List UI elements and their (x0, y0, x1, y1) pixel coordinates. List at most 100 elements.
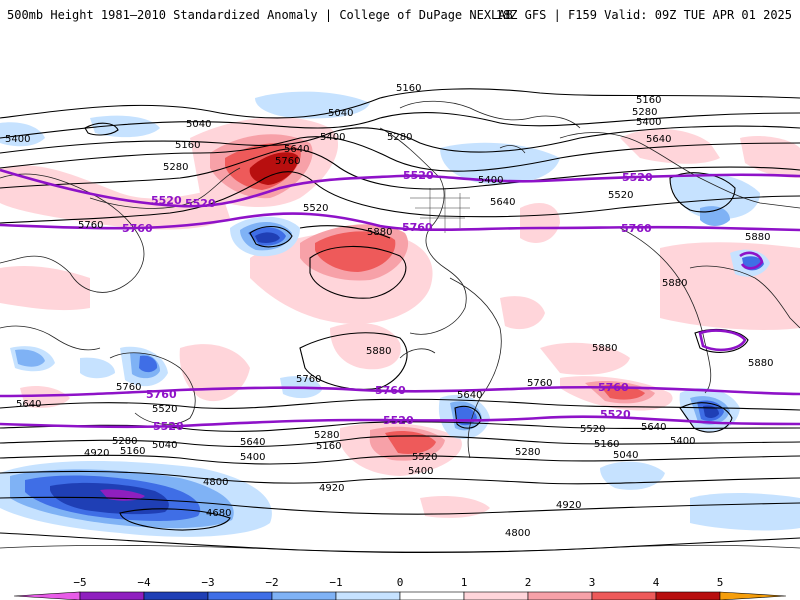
svg-text:5880: 5880 (662, 278, 687, 289)
positive-anomaly-shading (0, 117, 800, 518)
svg-text:5640: 5640 (646, 134, 671, 145)
svg-text:5280: 5280 (163, 162, 188, 173)
svg-text:5400: 5400 (240, 452, 265, 463)
svg-text:5280: 5280 (632, 107, 657, 118)
svg-text:5760: 5760 (116, 382, 141, 393)
colorbar-tick-label: −5 (73, 576, 87, 589)
svg-text:4920: 4920 (84, 448, 109, 459)
reference-contours (0, 168, 800, 429)
contour-labels: 5160 5040 5400 5160 5280 5640 5760 5400 … (5, 83, 773, 539)
colorbar-strip (13, 591, 787, 600)
svg-text:5400: 5400 (636, 117, 661, 128)
svg-text:5760: 5760 (296, 374, 321, 385)
colorbar-segment (655, 591, 721, 600)
anomaly-map[interactable]: 5160 5040 5400 5160 5280 5640 5760 5400 … (0, 28, 800, 558)
svg-text:5280: 5280 (515, 447, 540, 458)
svg-text:5760: 5760 (527, 378, 552, 389)
svg-text:5160: 5160 (396, 83, 421, 94)
svg-text:5400: 5400 (320, 132, 345, 143)
svg-text:5280: 5280 (314, 430, 339, 441)
svg-text:5400: 5400 (478, 175, 503, 186)
svg-text:5520: 5520 (608, 190, 633, 201)
svg-text:5640: 5640 (284, 144, 309, 155)
svg-text:5520: 5520 (303, 203, 328, 214)
svg-text:5760: 5760 (598, 381, 629, 394)
svg-text:5880: 5880 (745, 232, 770, 243)
colorbar-tick-label: −4 (137, 576, 151, 589)
svg-text:5760: 5760 (146, 388, 177, 401)
svg-text:5040: 5040 (152, 440, 177, 451)
colorbar-tick-label: −1 (329, 576, 343, 589)
svg-text:4920: 4920 (556, 500, 581, 511)
svg-text:4920: 4920 (319, 483, 344, 494)
colorbar-tick-label: −3 (201, 576, 215, 589)
svg-text:5520: 5520 (151, 194, 182, 207)
svg-text:5880: 5880 (367, 227, 392, 238)
svg-text:5520: 5520 (153, 420, 184, 433)
svg-text:5400: 5400 (670, 436, 695, 447)
svg-text:5520: 5520 (622, 171, 653, 184)
colorbar-segment (13, 591, 81, 600)
colorbar-segment (591, 591, 657, 600)
svg-text:5880: 5880 (592, 343, 617, 354)
svg-text:5160: 5160 (316, 441, 341, 452)
svg-text:5640: 5640 (490, 197, 515, 208)
svg-text:5520: 5520 (580, 424, 605, 435)
svg-text:5520: 5520 (600, 408, 631, 421)
svg-text:5520: 5520 (403, 169, 434, 182)
svg-text:5760: 5760 (122, 222, 153, 235)
colorbar-tick-label: 1 (460, 576, 468, 589)
colorbar-segment (79, 591, 145, 600)
colorbar: −5 −4 −3 −2 −1 0 1 2 3 4 5 (0, 570, 800, 600)
colorbar-segment (207, 591, 273, 600)
colorbar-segment (719, 591, 787, 600)
svg-text:5640: 5640 (240, 437, 265, 448)
svg-text:5040: 5040 (613, 450, 638, 461)
svg-text:5160: 5160 (594, 439, 619, 450)
svg-text:5520: 5520 (412, 452, 437, 463)
height-contours (0, 88, 800, 554)
colorbar-tick-label: 0 (396, 576, 404, 589)
colorbar-tick-label: 4 (652, 576, 660, 589)
svg-text:5280: 5280 (387, 132, 412, 143)
colorbar-tick-label: 5 (716, 576, 724, 589)
svg-text:5640: 5640 (457, 390, 482, 401)
svg-text:5760: 5760 (375, 384, 406, 397)
colorbar-segment (399, 591, 465, 600)
svg-text:5520: 5520 (152, 404, 177, 415)
svg-text:5040: 5040 (186, 119, 211, 130)
svg-text:5520: 5520 (383, 414, 414, 427)
model-run-info: 18Z GFS | F159 Valid: 09Z TUE APR 01 202… (495, 8, 792, 22)
colorbar-segment (335, 591, 401, 600)
svg-text:5520: 5520 (185, 197, 216, 210)
svg-text:5400: 5400 (5, 134, 30, 145)
svg-text:5760: 5760 (621, 222, 652, 235)
svg-text:5040: 5040 (328, 108, 353, 119)
svg-text:4680: 4680 (206, 508, 231, 519)
colorbar-segment (143, 591, 209, 600)
svg-text:4800: 4800 (203, 477, 228, 488)
svg-text:5760: 5760 (402, 221, 433, 234)
svg-text:5880: 5880 (748, 358, 773, 369)
svg-text:5400: 5400 (408, 466, 433, 477)
map-title: 500mb Height 1981–2010 Standardized Anom… (7, 8, 513, 22)
colorbar-segment (271, 591, 337, 600)
reference-contour-labels: 5520 5520 5520 5520 5760 5760 5760 5760 … (122, 169, 653, 433)
svg-text:5640: 5640 (641, 422, 666, 433)
colorbar-segment (527, 591, 593, 600)
svg-text:5640: 5640 (16, 399, 41, 410)
svg-text:5160: 5160 (636, 95, 661, 106)
svg-text:5160: 5160 (175, 140, 200, 151)
colorbar-tick-label: −2 (265, 576, 279, 589)
svg-text:5760: 5760 (275, 156, 300, 167)
svg-text:5280: 5280 (112, 436, 137, 447)
svg-text:5880: 5880 (366, 346, 391, 357)
svg-text:5160: 5160 (120, 446, 145, 457)
colorbar-tick-label: 2 (524, 576, 532, 589)
svg-text:4800: 4800 (505, 528, 530, 539)
svg-text:5760: 5760 (78, 220, 103, 231)
colorbar-tick-label: 3 (588, 576, 596, 589)
colorbar-segment (463, 591, 529, 600)
header: 500mb Height 1981–2010 Standardized Anom… (0, 0, 800, 30)
state-borders (410, 188, 470, 233)
